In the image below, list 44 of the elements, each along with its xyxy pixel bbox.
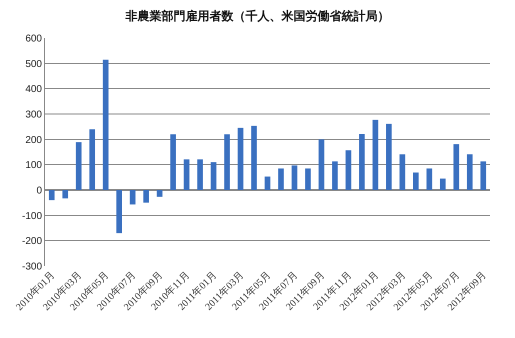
y-tick-label: 400 <box>25 84 42 96</box>
y-tick-label: 0 <box>36 186 42 196</box>
bar <box>346 150 352 190</box>
bar <box>332 161 338 190</box>
y-tick-label: 600 <box>25 34 42 44</box>
bar <box>143 190 149 203</box>
bar <box>453 144 460 190</box>
bar <box>116 190 122 234</box>
y-tick-label: -200 <box>22 236 42 248</box>
bar <box>102 60 109 190</box>
bar <box>76 142 82 190</box>
y-tick-label: 200 <box>25 134 42 146</box>
bar <box>62 190 68 198</box>
bar <box>426 168 432 190</box>
chart-title: 非農業部門雇用者数（千人、米国労働省統計局） <box>124 9 390 24</box>
y-tick-label: 300 <box>25 110 42 120</box>
bar <box>305 168 311 190</box>
y-tick-label: 500 <box>25 58 42 70</box>
bar <box>466 154 473 190</box>
bar <box>413 172 419 190</box>
bar <box>224 134 230 190</box>
bar <box>89 129 96 190</box>
bar <box>156 190 162 197</box>
bar <box>48 190 55 200</box>
y-tick-label: -100 <box>22 210 42 222</box>
bar <box>359 134 365 190</box>
bar <box>238 128 244 190</box>
bar <box>184 159 190 190</box>
bar <box>440 178 446 190</box>
bar <box>480 161 486 190</box>
y-tick-label: 100 <box>25 160 42 172</box>
bar <box>130 190 136 204</box>
bar <box>251 126 257 190</box>
bar <box>292 165 298 190</box>
bar <box>372 120 378 190</box>
bar <box>318 139 324 190</box>
bar <box>278 168 284 190</box>
bar <box>264 176 270 190</box>
y-tick-label: -300 <box>22 262 42 272</box>
bar <box>400 154 406 190</box>
bar <box>386 124 392 190</box>
bar <box>170 134 176 190</box>
bar <box>210 162 216 190</box>
bar <box>197 159 203 190</box>
